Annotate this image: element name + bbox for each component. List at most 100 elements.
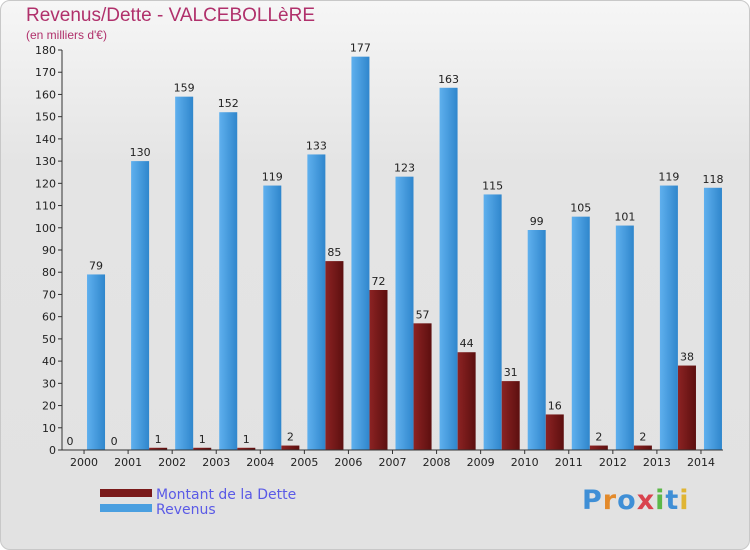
revenus-bar-2000 (87, 274, 106, 450)
revenus-label-2002: 159 (174, 82, 195, 95)
y-tick-50: 50 (42, 333, 56, 346)
x-tick-2007: 2007 (379, 456, 407, 469)
legend-swatch-dette (100, 489, 152, 497)
x-tick-2004: 2004 (246, 456, 274, 469)
dette-label-2008: 57 (416, 308, 430, 321)
x-tick-2001: 2001 (114, 456, 142, 469)
revenus-bar-2005 (307, 154, 326, 450)
dette-bar-2003 (193, 447, 212, 450)
legend-label-dette: Montant de la Dette (156, 487, 296, 503)
y-tick-40: 40 (42, 355, 56, 368)
y-tick-20: 20 (42, 400, 56, 413)
y-tick-120: 120 (35, 177, 56, 190)
legend-layer: Montant de la Dette Revenus (100, 487, 296, 518)
x-tick-2010: 2010 (511, 456, 539, 469)
dette-label-2003: 1 (199, 433, 206, 446)
revenus-label-2007: 123 (394, 162, 415, 175)
y-tick-150: 150 (35, 111, 56, 124)
x-tick-2003: 2003 (202, 456, 230, 469)
dette-label-2010: 31 (504, 366, 518, 379)
x-tick-2012: 2012 (599, 456, 627, 469)
dette-bar-2005 (281, 445, 300, 450)
dette-label-2002: 1 (155, 433, 162, 446)
y-tick-160: 160 (35, 88, 56, 101)
logo-letter: t (665, 485, 680, 516)
dette-bar-2014 (677, 365, 696, 450)
x-tick-2011: 2011 (555, 456, 583, 469)
y-tick-140: 140 (35, 133, 56, 146)
revenus-bar-2006 (351, 56, 370, 451)
y-tick-130: 130 (35, 155, 56, 168)
revenus-label-2013: 119 (658, 171, 679, 184)
dette-bar-2010 (501, 381, 520, 450)
revenus-label-2003: 152 (218, 97, 239, 110)
revenus-bar-2009 (483, 194, 502, 450)
x-tick-2008: 2008 (423, 456, 451, 469)
dette-label-2014: 38 (680, 351, 694, 364)
logo-letter: o (617, 485, 637, 516)
y-tick-30: 30 (42, 377, 56, 390)
dette-label-2012: 2 (595, 431, 602, 444)
y-tick-170: 170 (35, 66, 56, 79)
dette-bar-2007 (369, 290, 388, 450)
x-tick-2009: 2009 (467, 456, 495, 469)
x-tick-2005: 2005 (290, 456, 318, 469)
legend-swatch-revenus (100, 504, 152, 512)
dette-bar-2008 (413, 323, 432, 450)
x-tick-2014: 2014 (687, 456, 715, 469)
revenus-label-2008: 163 (438, 73, 459, 86)
revenus-label-2000: 79 (89, 259, 103, 272)
x-tick-2006: 2006 (334, 456, 362, 469)
dette-label-2011: 16 (548, 399, 562, 412)
revenus-bar-2010 (527, 230, 546, 450)
y-tick-90: 90 (42, 244, 56, 257)
revenus-label-2010: 99 (530, 215, 544, 228)
revenus-bar-2011 (571, 216, 590, 450)
revenus-label-2012: 101 (614, 211, 635, 224)
dette-label-2000: 0 (67, 435, 74, 448)
axes-layer: 2000 2001 2002 2003 2004 2005 2006 2007 2008 2009… (35, 44, 723, 469)
dette-bar-2011 (545, 414, 564, 450)
revenus-label-2011: 105 (570, 202, 591, 215)
dette-bar-2013 (633, 445, 652, 450)
dette-bar-2006 (325, 261, 344, 450)
revenus-label-2001: 130 (130, 146, 151, 159)
dette-bar-2002 (149, 447, 168, 450)
proxiti-logo: Proxiti (582, 485, 690, 516)
y-tick-60: 60 (42, 311, 56, 324)
dette-label-2004: 1 (243, 433, 250, 446)
revenus-bar-2008 (439, 87, 458, 451)
revenus-label-2006: 177 (350, 42, 371, 55)
y-tick-100: 100 (35, 222, 56, 235)
y-tick-80: 80 (42, 266, 56, 279)
x-tick-2002: 2002 (158, 456, 186, 469)
y-tick-180: 180 (35, 44, 56, 57)
logo-letter: x (636, 485, 656, 516)
revenus-label-2005: 133 (306, 139, 327, 152)
y-tick-70: 70 (42, 288, 56, 301)
logo-letter: P (582, 485, 603, 516)
revenus-bar-2014 (703, 187, 722, 450)
revenus-bar-2013 (659, 185, 678, 451)
logo-letter: r (602, 485, 618, 516)
x-tick-2000: 2000 (70, 456, 98, 469)
dette-label-2005: 2 (287, 431, 294, 444)
bars-layer: 0790130115911521119213385177721235716344… (67, 42, 723, 451)
y-tick-10: 10 (42, 422, 56, 435)
revenus-bar-2002 (175, 96, 194, 451)
revenus-bar-2004 (263, 185, 282, 451)
chart-title: Revenus/Dette - VALCEBOLLèRE (26, 5, 316, 26)
revenus-label-2004: 119 (262, 171, 283, 184)
legend-label-revenus: Revenus (156, 502, 216, 518)
revenus-label-2009: 115 (482, 179, 503, 192)
dette-bar-2009 (457, 352, 476, 450)
logo-letter: i (655, 485, 666, 516)
dette-label-2006: 85 (327, 246, 341, 259)
revenus-bar-2012 (615, 225, 634, 450)
revenus-bar-2003 (219, 112, 238, 450)
dette-label-2001: 0 (111, 435, 118, 448)
dette-label-2007: 72 (372, 275, 386, 288)
revenus-label-2014: 118 (702, 173, 723, 186)
dette-label-2009: 44 (460, 337, 474, 350)
